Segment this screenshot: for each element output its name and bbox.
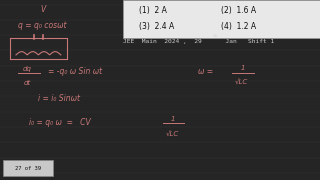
Text: i = i₀ Sinωt: i = i₀ Sinωt	[38, 94, 80, 103]
Text: (1)  2 A: (1) 2 A	[139, 6, 167, 15]
Text: V: V	[41, 4, 46, 14]
Text: (4)  1.2 A: (4) 1.2 A	[221, 22, 256, 32]
Text: Jan   Shift 1: Jan Shift 1	[218, 39, 275, 44]
Text: dq: dq	[23, 66, 32, 72]
Text: i₀ = q₀ ω  =   CV: i₀ = q₀ ω = CV	[29, 118, 91, 127]
Text: th: th	[213, 34, 218, 38]
Text: = -q₀ ω Sin ωt: = -q₀ ω Sin ωt	[48, 67, 102, 76]
Text: ω =: ω =	[198, 67, 216, 76]
Text: q = q₀ cosωt: q = q₀ cosωt	[18, 21, 66, 30]
Text: 1: 1	[241, 65, 245, 71]
Text: (3)  2.4 A: (3) 2.4 A	[139, 22, 174, 32]
Text: JEE  Main  2024 ,  29: JEE Main 2024 , 29	[123, 39, 202, 44]
Text: √LC: √LC	[235, 80, 248, 86]
Text: dt: dt	[24, 80, 31, 86]
Text: √LC: √LC	[166, 131, 180, 138]
FancyBboxPatch shape	[123, 0, 320, 38]
Text: 1: 1	[171, 116, 175, 122]
Text: 27 of 39: 27 of 39	[15, 166, 41, 171]
FancyBboxPatch shape	[3, 160, 53, 176]
Text: (2)  1.6 A: (2) 1.6 A	[221, 6, 256, 15]
